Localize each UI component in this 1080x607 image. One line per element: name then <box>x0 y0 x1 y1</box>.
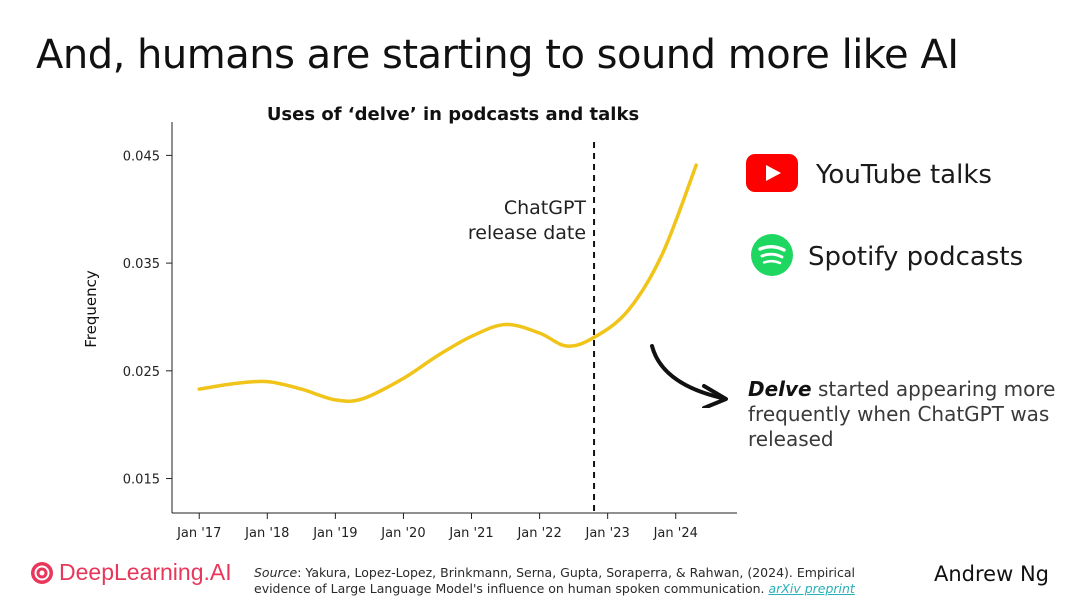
x-tick-label: Jan '17 <box>176 526 221 541</box>
x-tick-label: Jan '24 <box>653 526 698 541</box>
curved-arrow-icon <box>650 344 728 408</box>
y-tick-label: 0.025 <box>123 365 160 380</box>
source-label: Source <box>254 565 298 580</box>
slide-title: And, humans are starting to sound more l… <box>36 32 959 78</box>
x-tick-label: Jan '19 <box>312 526 357 541</box>
source-text: : Yakura, Lopez-Lopez, Brinkmann, Serna,… <box>254 565 855 596</box>
legend-spotify: Spotify podcasts <box>746 234 1024 277</box>
chart-title: Uses of ‘delve’ in podcasts and talks <box>267 104 639 125</box>
spotify-icon <box>750 233 794 281</box>
release-date-label: ChatGPT <box>504 197 587 219</box>
youtube-icon <box>746 154 798 196</box>
legend-label-youtube: YouTube talks <box>816 160 992 190</box>
x-tick-label: Jan '18 <box>244 526 289 541</box>
y-tick-label: 0.035 <box>123 257 160 272</box>
logo-text: DeepLearning.AI <box>59 559 232 585</box>
callout-text: Delve started appearing more frequently … <box>748 377 1068 452</box>
x-tick-label: Jan '21 <box>448 526 493 541</box>
arxiv-link[interactable]: arXiv preprint <box>768 581 855 596</box>
deeplearning-logo-icon <box>31 561 53 584</box>
y-tick-label: 0.045 <box>123 149 160 164</box>
x-tick-label: Jan '23 <box>585 526 630 541</box>
callout-rest: started appearing more frequently when C… <box>748 377 1056 451</box>
source-citation: Source: Yakura, Lopez-Lopez, Brinkmann, … <box>254 565 914 597</box>
deeplearning-logo: DeepLearning.AI <box>30 559 232 586</box>
y-axis-label: Frequency <box>82 270 100 348</box>
delve-frequency-line <box>197 163 698 404</box>
author-name: Andrew Ng <box>934 562 1049 586</box>
x-tick-label: Jan '22 <box>516 526 561 541</box>
x-tick-label: Jan '20 <box>380 526 425 541</box>
callout-bold: Delve <box>748 377 812 401</box>
release-date-label: release date <box>468 222 586 244</box>
legend-label-spotify: Spotify podcasts <box>808 242 1024 272</box>
legend-youtube: YouTube talks <box>746 154 992 196</box>
y-tick-label: 0.015 <box>123 473 160 488</box>
